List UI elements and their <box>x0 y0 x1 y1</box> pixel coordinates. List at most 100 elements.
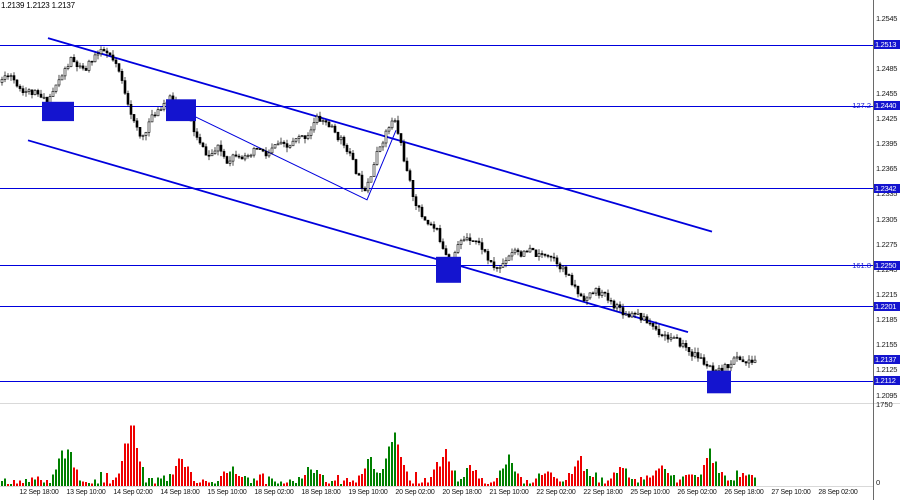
candle-body <box>303 135 307 140</box>
candle-body <box>513 249 517 254</box>
candle-body <box>429 223 433 226</box>
volume-bar <box>319 474 321 486</box>
volume-bar <box>412 483 414 486</box>
volume-bar <box>391 442 393 486</box>
time-axis-label: 14 Sep 18:00 <box>160 489 200 496</box>
volume-bar <box>226 473 228 486</box>
candle-body <box>672 337 676 339</box>
trend-channel-line[interactable] <box>27 139 689 334</box>
candle-body <box>21 88 25 93</box>
volume-bar <box>28 481 30 486</box>
level-price-badge[interactable]: 1.2342 <box>874 184 900 193</box>
candle-body <box>252 148 256 156</box>
candle-body <box>270 147 274 154</box>
volume-bar <box>646 475 648 486</box>
volume-bar <box>544 473 546 486</box>
candle-body <box>381 142 385 148</box>
candle-body <box>159 109 163 111</box>
candle-body <box>732 357 736 365</box>
candle-body <box>420 206 424 217</box>
volume-bar <box>160 478 162 486</box>
candle-body <box>510 252 514 257</box>
volume-bar <box>34 479 36 486</box>
candle-body <box>399 133 403 143</box>
candle-body <box>702 357 706 365</box>
candle-body <box>324 120 328 123</box>
level-price-badge[interactable]: 1.2440 <box>874 101 900 110</box>
volume-bar <box>331 481 333 486</box>
volume-bar <box>259 474 261 486</box>
candle-body <box>288 145 292 148</box>
candle-body <box>606 292 610 301</box>
signal-marker-box[interactable] <box>42 101 74 122</box>
level-price-badge[interactable]: 1.2201 <box>874 302 900 311</box>
volume-bar <box>733 480 735 486</box>
trend-channel-line[interactable] <box>47 37 713 233</box>
volume-bar <box>382 469 384 486</box>
volume-bar <box>55 469 57 486</box>
volume-bar <box>499 470 501 486</box>
candle-body <box>741 359 745 363</box>
candle-body <box>111 54 115 61</box>
volume-bar <box>367 459 369 486</box>
volume-bar <box>262 473 264 486</box>
volume-bar <box>706 457 708 486</box>
candle-body <box>387 127 391 132</box>
pattern-line[interactable] <box>184 111 397 201</box>
signal-marker-box[interactable] <box>707 370 731 394</box>
candle-body <box>222 150 226 157</box>
candle-body <box>204 146 208 156</box>
candle-body <box>372 164 376 177</box>
volume-bar <box>601 477 603 486</box>
volume-bar <box>187 466 189 486</box>
candle-body <box>537 253 541 258</box>
candle-body <box>480 242 484 250</box>
volume-bar <box>418 483 420 486</box>
level-price-badge[interactable]: 1.2250 <box>874 261 900 270</box>
candle-body <box>675 337 679 339</box>
volume-bar <box>610 478 612 486</box>
level-price-badge[interactable]: 1.2513 <box>874 40 900 49</box>
candle-body <box>375 151 379 165</box>
candle-body <box>3 75 7 80</box>
volume-bar <box>283 483 285 486</box>
volume-bar <box>127 443 129 486</box>
volume-bar <box>439 466 441 486</box>
volume-bar <box>220 475 222 486</box>
price-axis-label: 1.2275 <box>876 240 898 249</box>
volume-bar <box>508 454 510 486</box>
time-axis-label: 26 Sep 18:00 <box>724 489 764 496</box>
candle-body <box>243 155 247 160</box>
volume-bar <box>247 477 249 486</box>
candle-body <box>483 249 487 252</box>
candle-body <box>729 363 733 369</box>
signal-marker-box[interactable] <box>166 99 196 122</box>
candle-body <box>33 90 37 95</box>
volume-bar <box>448 461 450 486</box>
volume-bar <box>193 481 195 486</box>
candle-body <box>291 140 295 147</box>
volume-bar <box>427 482 429 486</box>
candle-body <box>105 50 109 54</box>
volume-bar <box>556 478 558 486</box>
volume-bar <box>76 469 78 486</box>
candle-body <box>744 361 748 364</box>
candle-body <box>90 60 94 63</box>
volume-bar <box>670 475 672 486</box>
volume-bar <box>52 474 54 486</box>
volume-bar <box>142 467 144 486</box>
volume-bar <box>148 477 150 486</box>
candle-body <box>570 274 574 286</box>
candle-body <box>273 144 277 149</box>
level-price-badge[interactable]: 1.2112 <box>874 376 900 385</box>
candle-body <box>129 104 133 115</box>
volume-bar <box>676 482 678 486</box>
signal-marker-box[interactable] <box>436 256 461 283</box>
candle-body <box>657 328 661 336</box>
volume-bar <box>133 425 135 486</box>
volume-bar <box>64 458 66 486</box>
candle-body <box>240 156 244 160</box>
volume-bar <box>241 477 243 486</box>
